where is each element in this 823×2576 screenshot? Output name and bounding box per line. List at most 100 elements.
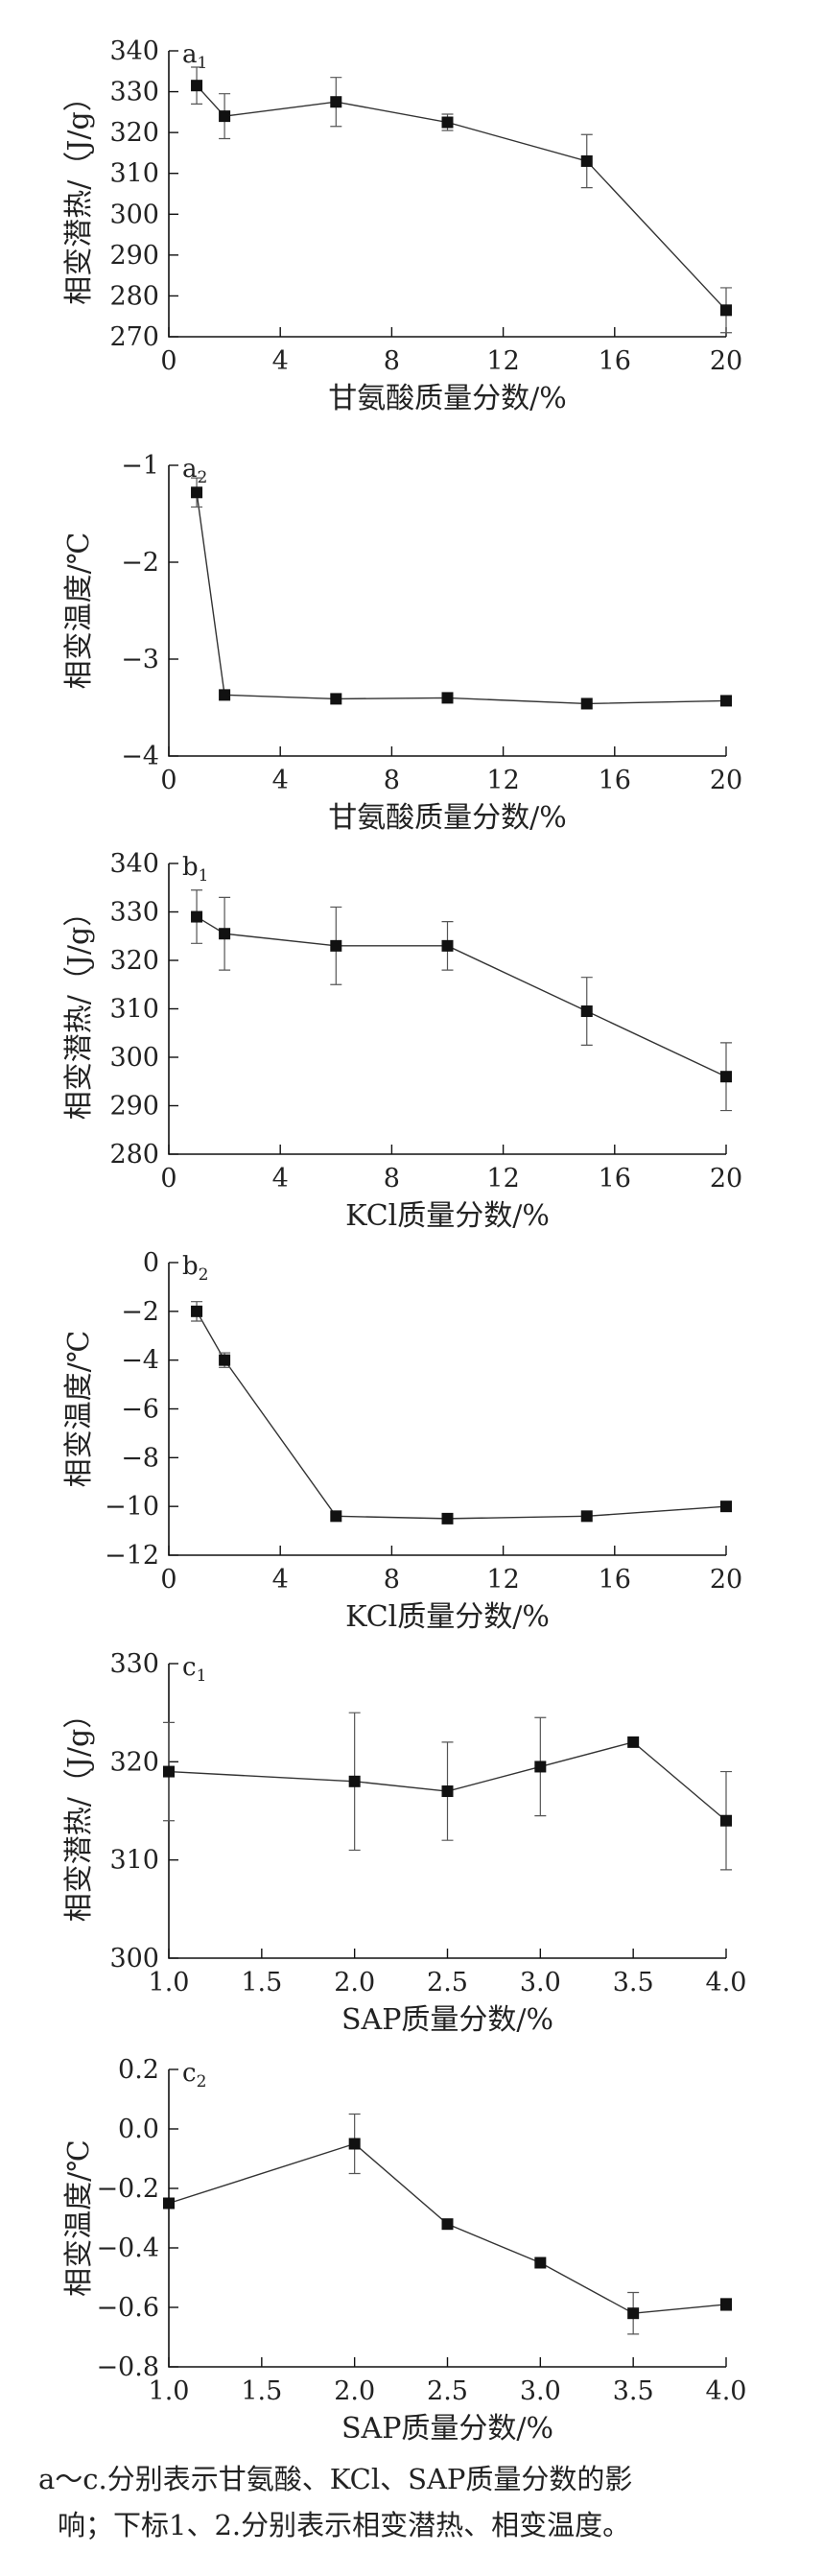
series-line bbox=[196, 492, 727, 705]
series-line bbox=[196, 84, 727, 311]
data-point bbox=[219, 1354, 231, 1366]
x-tick-label: 4.0 bbox=[706, 2376, 747, 2406]
panel-label: c1 bbox=[182, 1653, 206, 1686]
data-point bbox=[720, 1071, 732, 1083]
x-tick-label: 20 bbox=[710, 1565, 742, 1595]
x-tick-label: 1.0 bbox=[149, 2376, 190, 2406]
y-tick-label: 310 bbox=[109, 1846, 159, 1876]
chart-panel-b1: 0 4 8 12 16 20 280 290 300 310 320 330 340 b1 KCl质量分数/… bbox=[62, 849, 742, 1233]
panel-label-sub: 2 bbox=[197, 2072, 207, 2092]
y-tick-label: 330 bbox=[109, 78, 159, 107]
y-tick-label: 330 bbox=[109, 898, 159, 928]
data-point bbox=[580, 154, 593, 167]
y-axis-title: 相变温度/℃ bbox=[62, 2139, 96, 2297]
x-tick-label: 4 bbox=[272, 766, 289, 795]
caption-line-2: 响；下标1、2.分别表示相变潜热、相变温度。 bbox=[58, 2509, 631, 2541]
x-tick-label: 3.0 bbox=[520, 1968, 561, 1997]
x-tick-label: 0 bbox=[160, 1565, 176, 1595]
panel-label-sub: 1 bbox=[197, 1666, 207, 1686]
panel-label: b2 bbox=[182, 1252, 208, 1285]
x-tick-label: 12 bbox=[486, 1565, 519, 1595]
y-axis-title: 相变潜热/（J/g） bbox=[62, 83, 96, 304]
data-point bbox=[720, 2298, 732, 2310]
y-tick-label: 300 bbox=[109, 1043, 159, 1073]
y-axis-title: 相变潜热/（J/g） bbox=[62, 1700, 96, 1922]
y-tick-label: −0.8 bbox=[96, 2352, 159, 2382]
series-line bbox=[196, 1311, 727, 1520]
panel-label: b1 bbox=[182, 853, 208, 886]
data-point bbox=[330, 1510, 342, 1523]
y-axis-title: 相变潜热/（J/g） bbox=[62, 898, 96, 1120]
x-tick-label: 2.0 bbox=[334, 1968, 375, 1997]
axis-lines bbox=[168, 1263, 726, 1556]
y-tick-label: −0.2 bbox=[96, 2174, 159, 2204]
chart-panel-a2: 0 4 8 12 16 20 −4 −3 −2 −1 a2 甘氨酸质量分数/% 相变温度/℃ bbox=[62, 451, 742, 835]
data-point bbox=[534, 2257, 547, 2269]
data-point bbox=[580, 1510, 593, 1523]
data-point bbox=[441, 1512, 454, 1524]
x-tick-label: 2.5 bbox=[427, 1968, 468, 1997]
y-tick-label: 340 bbox=[109, 36, 159, 66]
x-tick-label: 0 bbox=[160, 1164, 176, 1193]
y-tick-label: −6 bbox=[121, 1395, 159, 1425]
y-tick-label: 280 bbox=[109, 281, 159, 311]
data-point bbox=[191, 80, 203, 92]
x-tick-label: 12 bbox=[486, 1164, 519, 1193]
panel-label-sub: 1 bbox=[198, 54, 208, 73]
x-axis-title: 甘氨酸质量分数/% bbox=[328, 382, 567, 415]
data-point bbox=[720, 1814, 732, 1827]
data-point bbox=[163, 1765, 175, 1778]
data-point bbox=[330, 693, 342, 705]
data-point bbox=[191, 1305, 203, 1317]
chart-panel-c1: 1.0 1.5 2.0 2.5 3.0 3.5 4.0 300 310 320 330 c1 SAP质量… bbox=[62, 1649, 746, 2037]
y-tick-label: −3 bbox=[121, 645, 159, 674]
x-tick-label: 8 bbox=[384, 766, 400, 795]
x-axis-title: KCl质量分数/% bbox=[345, 1600, 550, 1634]
x-tick-label: 2.0 bbox=[334, 2376, 375, 2406]
x-tick-label: 4 bbox=[272, 1565, 289, 1595]
data-point bbox=[441, 692, 454, 704]
axis-lines bbox=[168, 863, 726, 1155]
y-tick-label: 0 bbox=[143, 1248, 159, 1278]
x-tick-label: 8 bbox=[384, 1164, 400, 1193]
y-tick-label: −1 bbox=[121, 451, 159, 481]
data-point bbox=[534, 1761, 547, 1773]
x-tick-label: 4 bbox=[272, 1164, 289, 1193]
x-tick-label: 20 bbox=[710, 346, 742, 376]
y-tick-label: 340 bbox=[109, 849, 159, 879]
data-point bbox=[580, 1005, 593, 1018]
x-axis-title: SAP质量分数/% bbox=[341, 2003, 553, 2037]
x-tick-label: 1.5 bbox=[241, 1968, 282, 1997]
data-point bbox=[219, 928, 231, 940]
data-point bbox=[330, 96, 342, 108]
data-point bbox=[441, 116, 454, 129]
x-axis-title: 甘氨酸质量分数/% bbox=[328, 801, 567, 835]
data-point bbox=[441, 939, 454, 952]
series-line bbox=[168, 1741, 727, 1822]
y-tick-label: 330 bbox=[109, 1649, 159, 1679]
x-tick-label: 4 bbox=[272, 346, 289, 376]
y-tick-label: 300 bbox=[109, 200, 159, 229]
y-tick-label: 310 bbox=[109, 159, 159, 189]
panel-label-sub: 2 bbox=[199, 1265, 209, 1285]
x-tick-label: 1.0 bbox=[149, 1968, 190, 1997]
data-point bbox=[348, 1775, 361, 1787]
data-point bbox=[348, 2138, 361, 2150]
x-tick-label: 0 bbox=[160, 766, 176, 795]
data-point bbox=[163, 2197, 175, 2210]
data-point bbox=[219, 689, 231, 701]
x-tick-label: 3.5 bbox=[613, 1968, 654, 1997]
data-point bbox=[580, 697, 593, 710]
x-tick-label: 16 bbox=[599, 346, 631, 376]
data-point bbox=[627, 2307, 640, 2320]
y-tick-label: 320 bbox=[109, 1747, 159, 1777]
panel-label-sub: 1 bbox=[199, 866, 209, 886]
y-tick-label: 270 bbox=[109, 322, 159, 352]
axis-lines bbox=[168, 2069, 726, 2368]
y-tick-label: 320 bbox=[109, 118, 159, 148]
x-tick-label: 12 bbox=[486, 766, 519, 795]
y-tick-label: −4 bbox=[121, 1346, 159, 1376]
figure-caption: a～c.分别表示甘氨酸、KCl、SAP质量分数的影 响；下标1、2.分别表示相变… bbox=[38, 2456, 796, 2548]
x-axis-title: SAP质量分数/% bbox=[341, 2412, 553, 2446]
